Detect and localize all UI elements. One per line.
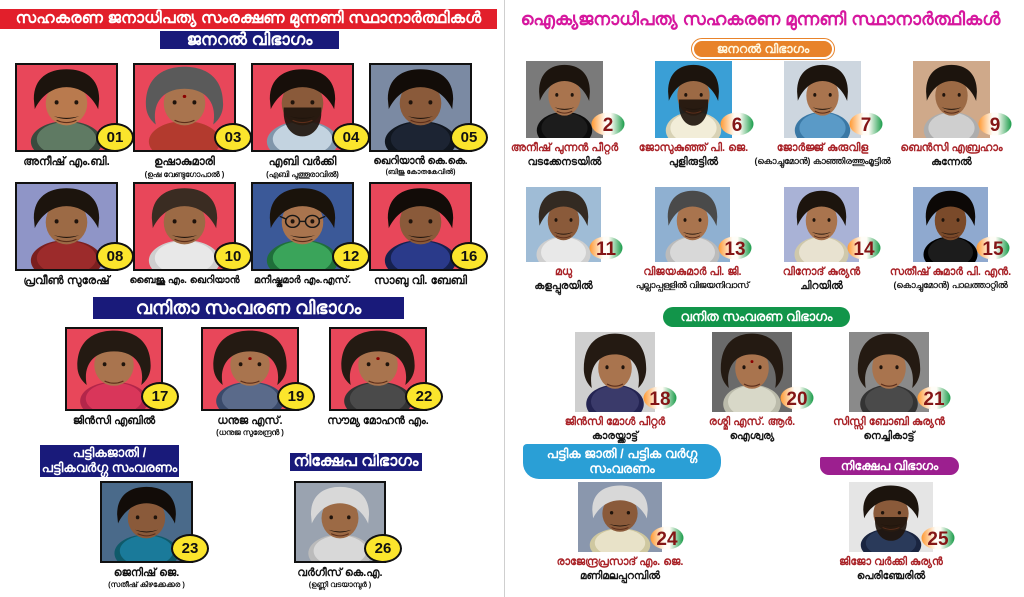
svg-text:7: 7 [861,115,872,136]
svg-text:14: 14 [853,239,875,260]
svg-text:24: 24 [656,529,678,550]
svg-text:13: 13 [724,239,745,260]
svg-text:25: 25 [927,529,949,550]
svg-text:6: 6 [732,115,743,136]
svg-text:9: 9 [990,115,1001,136]
svg-text:18: 18 [649,389,670,410]
svg-text:20: 20 [786,389,807,410]
svg-text:21: 21 [923,389,945,410]
svg-text:2: 2 [603,115,614,136]
svg-text:15: 15 [982,239,1004,260]
svg-text:11: 11 [596,239,617,260]
